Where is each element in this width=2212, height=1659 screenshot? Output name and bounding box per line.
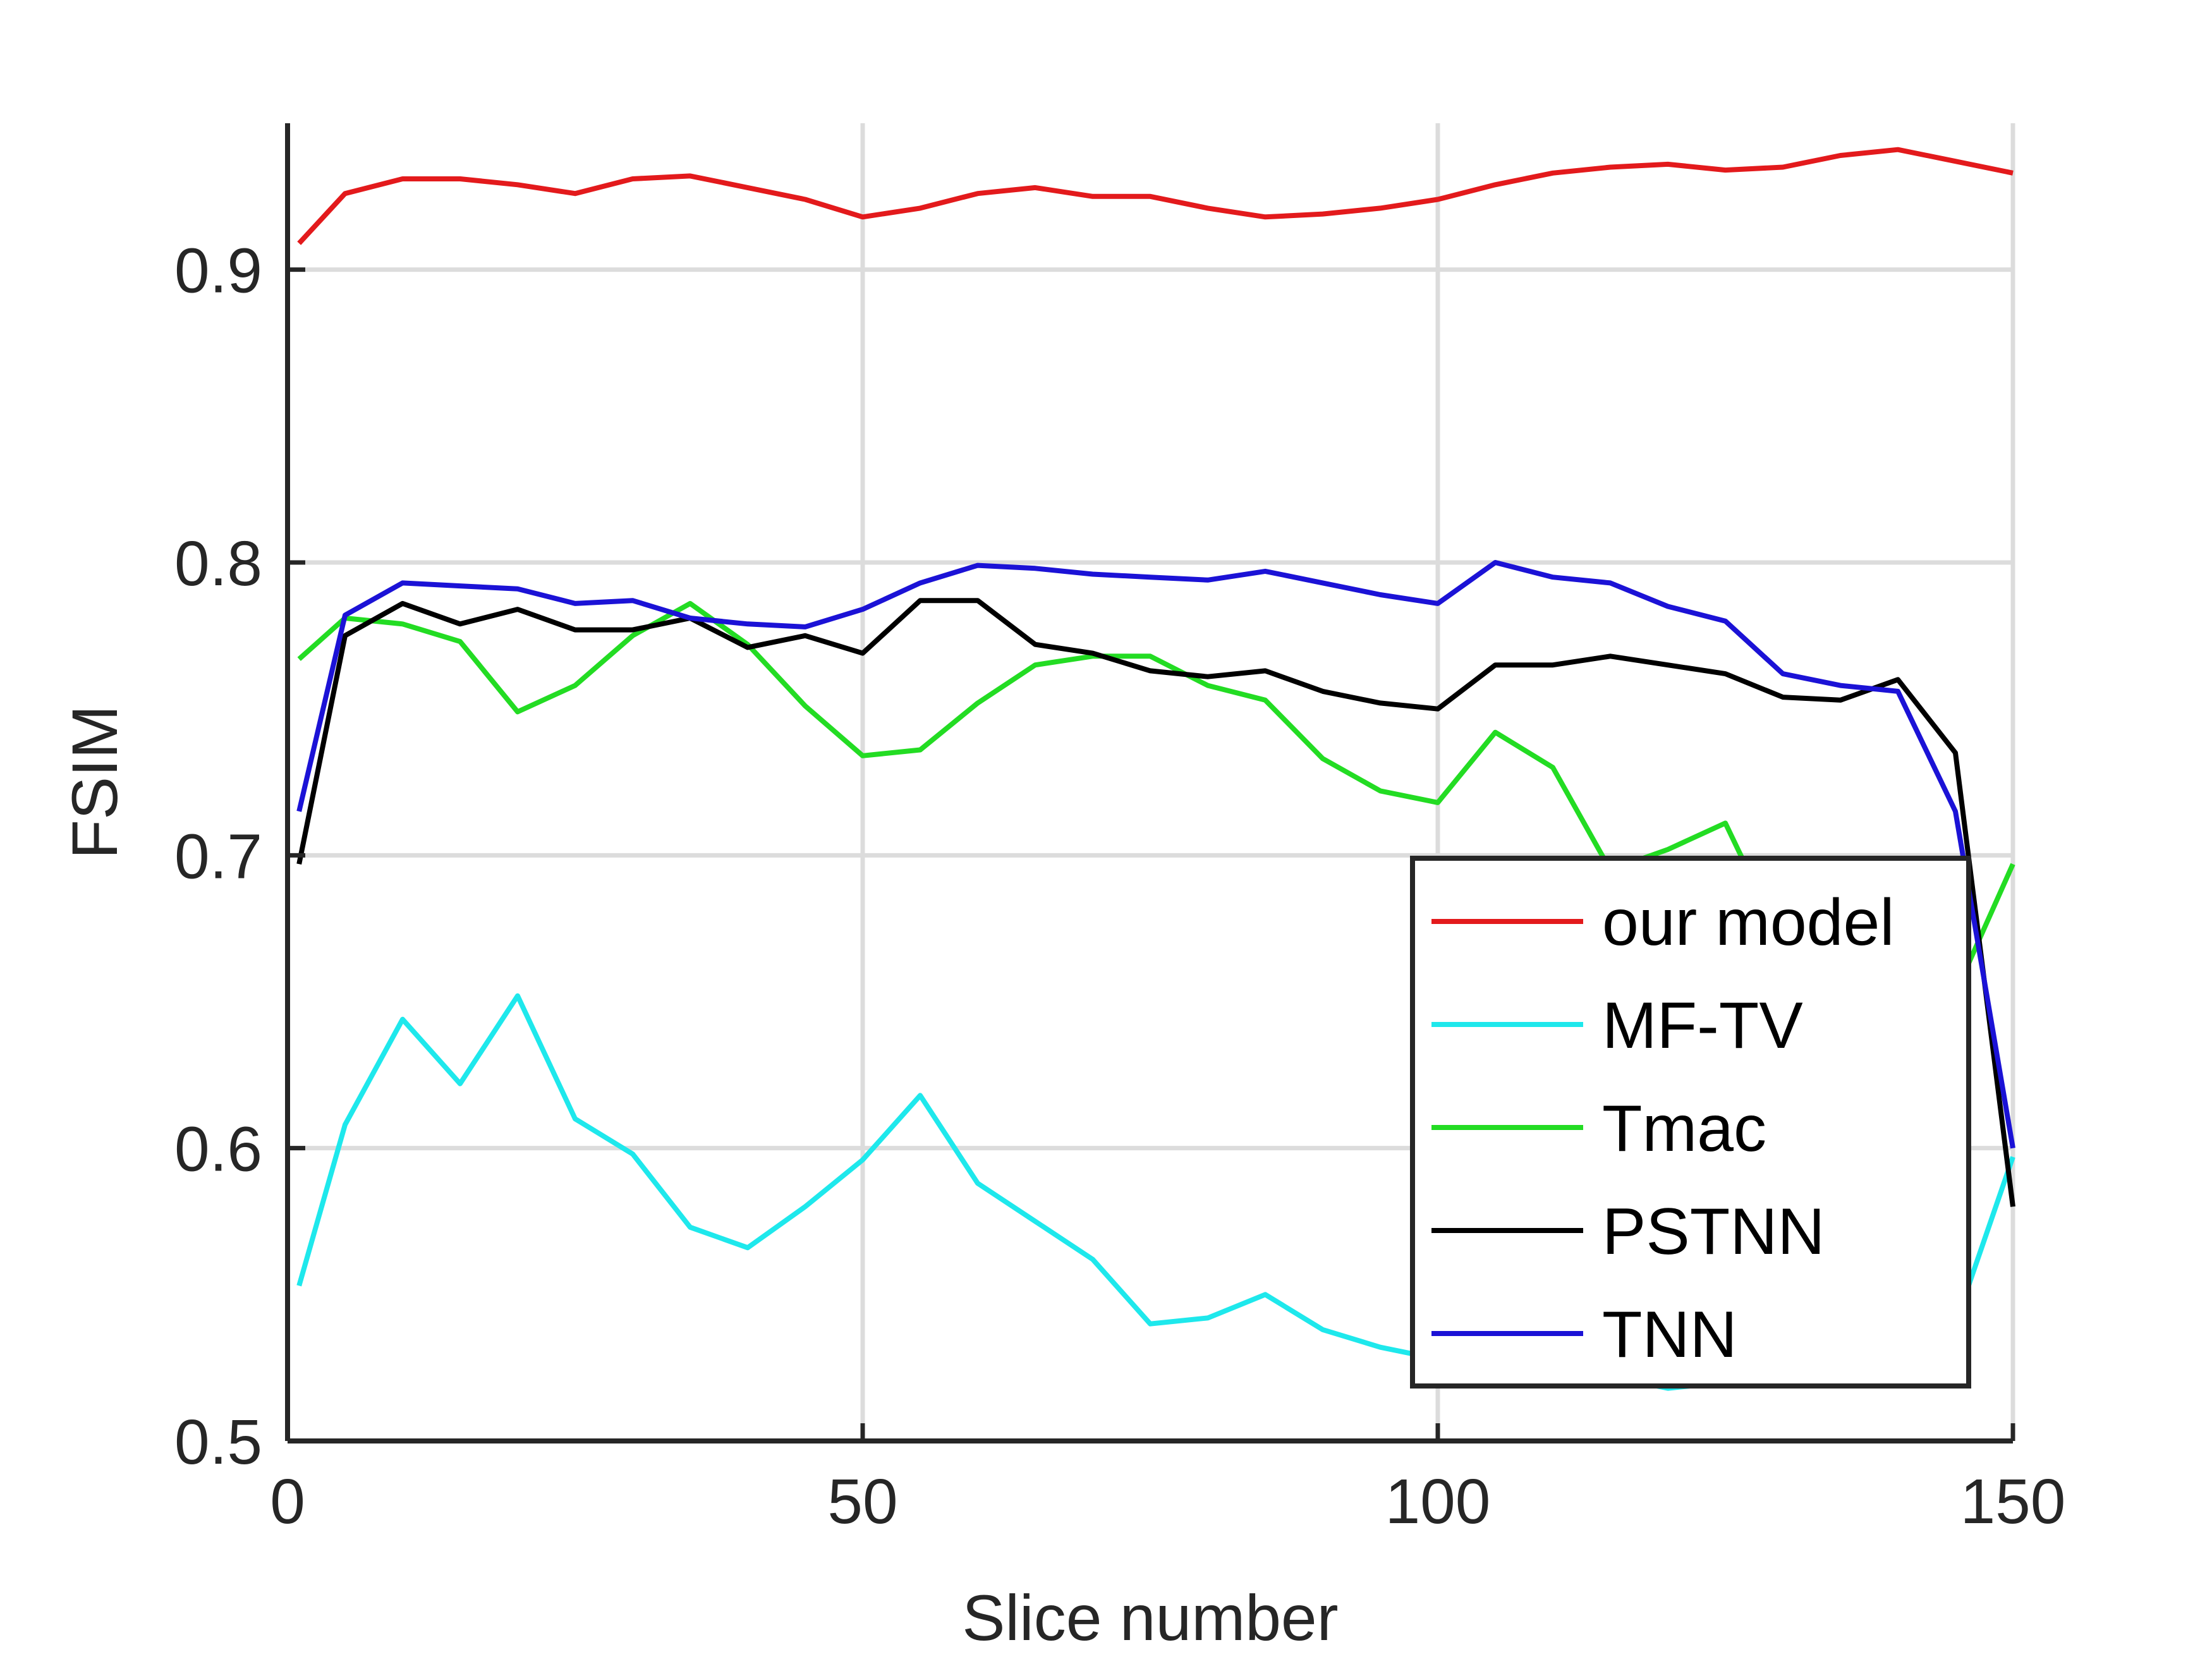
series-line-our-model — [297, 147, 2014, 245]
legend-label: MF-TV — [1602, 989, 1803, 1062]
series-line-pstnn — [296, 598, 2015, 1207]
y-tick-label: 0.5 — [174, 1407, 262, 1478]
legend-label: Tmac — [1602, 1092, 1766, 1165]
legend-label: PSTNN — [1602, 1195, 1825, 1268]
grid-lines — [288, 123, 2015, 1441]
series-line-tmac — [297, 600, 2015, 996]
axes — [285, 123, 2015, 1443]
legend-box — [1410, 856, 1971, 1389]
legend: our model MF-TV Tmac PSTNN TNN — [1410, 856, 1971, 1389]
tick-labels: 0 50 100 150 0.5 0.6 0.7 0.8 0.9 — [174, 236, 2065, 1537]
x-axis-title: Slice number — [962, 1582, 1338, 1654]
series-line-tnn — [296, 560, 2015, 1149]
y-tick-label: 0.6 — [174, 1114, 262, 1185]
y-tick-label: 0.9 — [174, 236, 262, 307]
x-tick-label: 100 — [1385, 1466, 1491, 1537]
x-tick-label: 150 — [1960, 1466, 2066, 1537]
legend-label: our model — [1602, 886, 1894, 959]
y-axis-title: FSIM — [59, 705, 131, 860]
x-tick-label: 50 — [827, 1466, 897, 1537]
legend-label: TNN — [1602, 1298, 1737, 1371]
x-tick-label: 0 — [270, 1466, 305, 1537]
y-tick-label: 0.7 — [174, 821, 262, 892]
y-tick-label: 0.8 — [174, 528, 262, 599]
